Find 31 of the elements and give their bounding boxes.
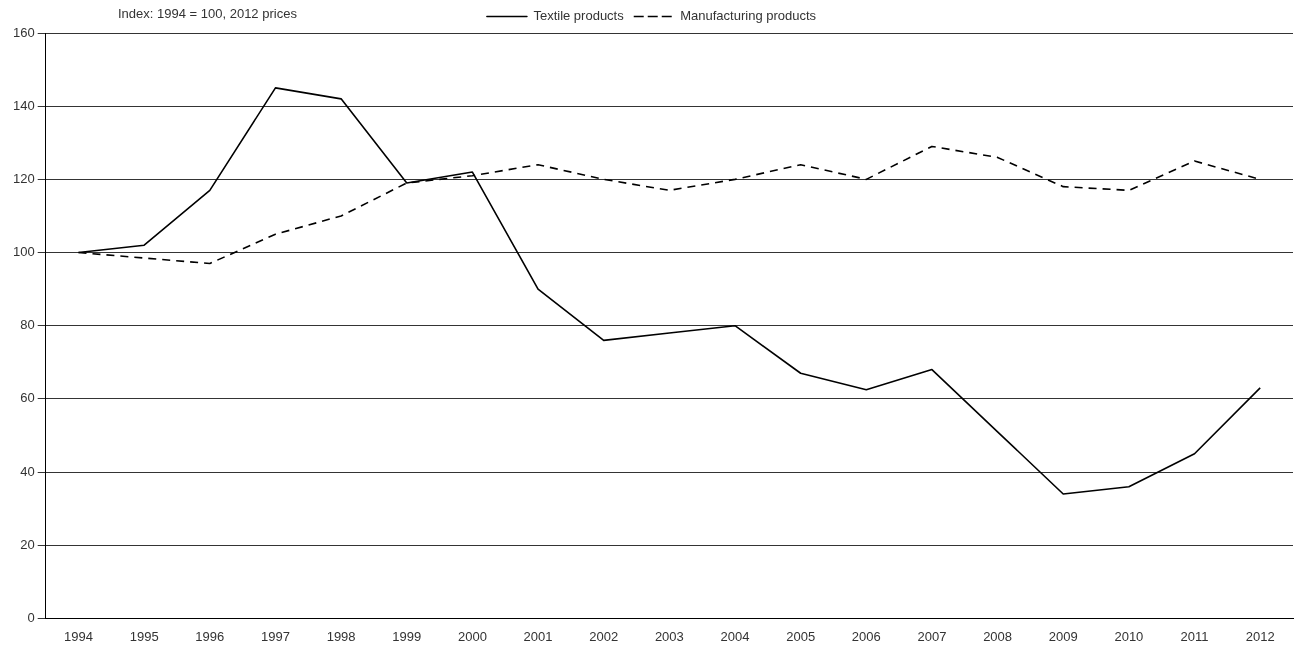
y-tick-label: 120 (12, 170, 35, 186)
x-tick-label: 2011 (1180, 628, 1209, 644)
x-tick-label: 1997 (261, 628, 290, 644)
y-tick-label: 20 (20, 536, 35, 552)
legend-label: Textile products (533, 8, 625, 24)
x-tick-label: 1999 (392, 628, 422, 644)
y-tick-label: 100 (12, 244, 35, 260)
y-tick-label: 160 (12, 24, 35, 40)
x-tick-label: 2006 (851, 628, 881, 644)
x-tick-label: 1994 (64, 628, 93, 644)
x-tick-label: 2012 (1245, 628, 1275, 644)
y-tick-label: 40 (20, 463, 35, 479)
x-tick-label: 2009 (1048, 628, 1078, 644)
x-tick-label: 2007 (917, 628, 947, 644)
x-tick-label: 2000 (457, 628, 487, 644)
y-tick-label: 60 (20, 390, 35, 406)
legend-label: Manufacturing products (680, 8, 817, 24)
x-tick-label: 2005 (786, 628, 816, 644)
x-tick-label: 2004 (720, 628, 750, 644)
x-tick-label: 2010 (1114, 628, 1144, 644)
x-tick-label: 2002 (589, 628, 619, 644)
x-tick-label: 2008 (983, 628, 1013, 644)
y-tick-label: 80 (20, 317, 35, 333)
y-tick-label: 140 (12, 97, 35, 113)
x-tick-label: 2003 (654, 628, 684, 644)
x-tick-label: 1998 (326, 628, 356, 644)
x-tick-label: 1996 (195, 628, 225, 644)
x-tick-label: 2001 (523, 628, 553, 644)
chart-subtitle: Index: 1994 = 100, 2012 prices (118, 6, 297, 21)
x-tick-label: 1995 (129, 628, 159, 644)
y-tick-label: 0 (27, 609, 35, 625)
